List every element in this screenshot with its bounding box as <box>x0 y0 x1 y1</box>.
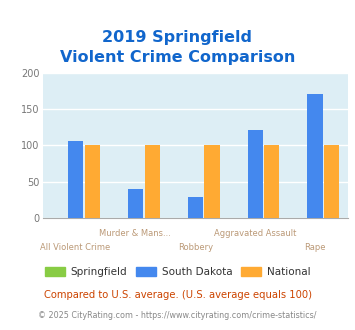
Text: Violent Crime Comparison: Violent Crime Comparison <box>60 50 295 65</box>
Text: © 2025 CityRating.com - https://www.cityrating.com/crime-statistics/: © 2025 CityRating.com - https://www.city… <box>38 311 317 320</box>
Bar <box>264 145 279 218</box>
Legend: Springfield, South Dakota, National: Springfield, South Dakota, National <box>40 263 315 281</box>
Text: 2019 Springfield: 2019 Springfield <box>103 30 252 46</box>
Text: Aggravated Assault: Aggravated Assault <box>214 229 296 238</box>
Bar <box>188 197 203 218</box>
Text: Murder & Mans...: Murder & Mans... <box>99 229 171 238</box>
Bar <box>85 145 100 218</box>
Bar <box>68 141 83 218</box>
Text: All Violent Crime: All Violent Crime <box>40 243 111 251</box>
Bar <box>204 145 219 218</box>
Bar <box>247 130 263 218</box>
Bar <box>144 145 160 218</box>
Text: Compared to U.S. average. (U.S. average equals 100): Compared to U.S. average. (U.S. average … <box>44 290 311 300</box>
Bar <box>324 145 339 218</box>
Text: Robbery: Robbery <box>178 243 213 251</box>
Bar <box>128 189 143 218</box>
Bar <box>307 94 323 218</box>
Text: Rape: Rape <box>304 243 326 251</box>
